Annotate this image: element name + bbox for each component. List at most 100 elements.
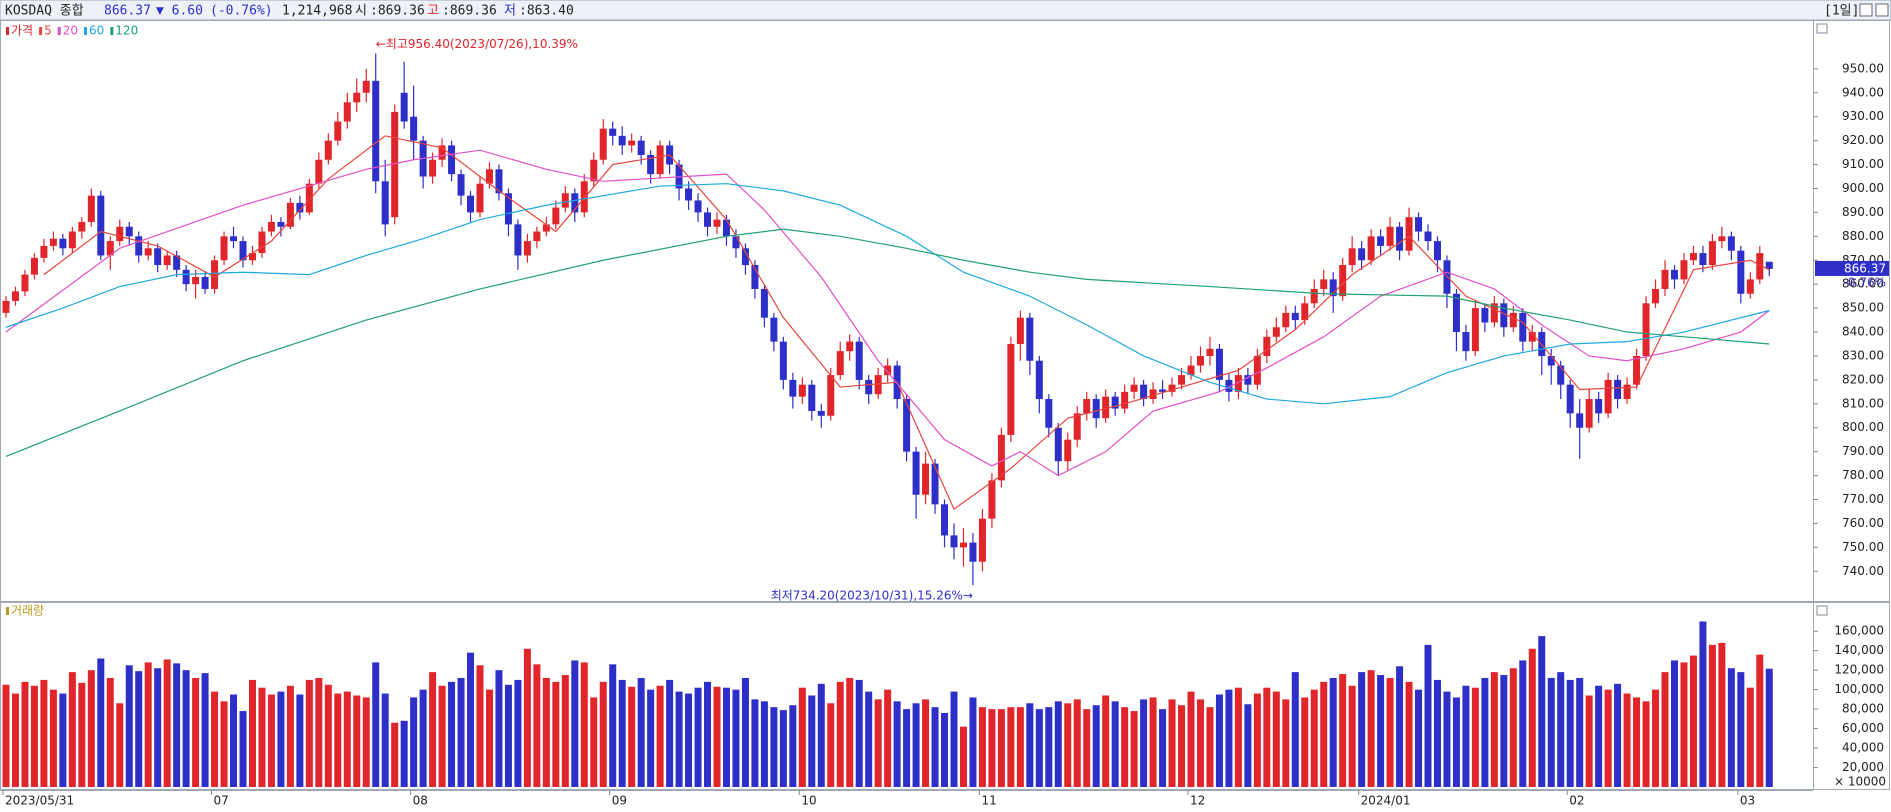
volume-bar (1035, 709, 1043, 787)
candle-body (561, 193, 569, 208)
volume-bar (599, 681, 607, 787)
candle-body (343, 102, 351, 122)
volume-bar (808, 695, 816, 787)
volume-bar (959, 726, 967, 787)
candle-body (1661, 269, 1669, 289)
volume-bar (1424, 644, 1432, 787)
legend-label: 가격 (11, 24, 33, 38)
candle-body (334, 121, 342, 141)
candle-body (903, 399, 911, 452)
x-tick-label: 10 (801, 794, 816, 808)
volume-bar (1727, 668, 1735, 787)
volume-bar (1026, 703, 1034, 787)
x-tick-label: 11 (981, 794, 996, 808)
open-label: 시 (355, 4, 367, 19)
candle-body (429, 159, 437, 177)
candle-body (571, 193, 579, 213)
candle-body (59, 238, 67, 249)
candle-body (533, 231, 541, 242)
candle-body (1500, 303, 1508, 328)
volume-bar (514, 679, 522, 787)
period[interactable]: [1일] (1824, 4, 1859, 19)
volume-bar (969, 697, 977, 787)
volume-bar (1253, 693, 1261, 787)
close-button[interactable] (1875, 3, 1889, 17)
candle-body (239, 241, 247, 261)
candle-body (1746, 279, 1754, 294)
volume-bar (1168, 699, 1176, 787)
volume-bar (1291, 672, 1299, 787)
volume-bar (1500, 675, 1508, 787)
candle-body (286, 202, 294, 227)
index-name: KOSDAQ 종합 (5, 4, 84, 19)
legend-swatch (6, 27, 9, 35)
volume-bar (68, 672, 76, 787)
volume-bar (2, 684, 10, 787)
legend-swatch (84, 27, 88, 35)
candle-body (1481, 308, 1489, 323)
candle-body (457, 174, 465, 196)
x-tick-label: 07 (214, 794, 229, 808)
volume-bar (912, 703, 920, 787)
y-tick-label: 100,000 (1834, 682, 1884, 696)
volume-bar (87, 670, 95, 787)
candle-body (1471, 308, 1479, 352)
moving-average-line (43, 135, 1770, 510)
volume-bar (476, 665, 484, 787)
volume-bar (1746, 687, 1754, 787)
volume-bar (163, 659, 171, 787)
candle-body (258, 231, 266, 254)
volume-bar (950, 691, 958, 787)
candle-body (988, 480, 996, 519)
candle-body (542, 224, 550, 232)
pane-button[interactable] (1816, 605, 1828, 616)
candle-body (552, 207, 560, 225)
volume-bar (988, 709, 996, 787)
volume-bar (391, 722, 399, 787)
volume-bar (1263, 687, 1271, 787)
candle-body (1310, 288, 1318, 304)
candle-body (874, 375, 882, 395)
candle-body (770, 317, 778, 342)
candle-body (704, 212, 712, 227)
candle-body (467, 195, 475, 213)
candle-body (618, 135, 626, 146)
candle-body (163, 255, 171, 266)
candle-body (1026, 317, 1034, 361)
y-tick-label: 930.00 (1842, 109, 1884, 123)
y-tick-label: 810.00 (1842, 396, 1884, 410)
candle-body (599, 128, 607, 160)
volume-bar (343, 691, 351, 787)
candle-body (846, 341, 854, 352)
volume-bar (722, 687, 730, 787)
volume-bar (846, 677, 854, 787)
candle-body (1178, 375, 1186, 385)
volume-bar (448, 681, 456, 787)
volume-bar (1576, 677, 1584, 787)
candle-body (760, 288, 768, 318)
candle-body (1140, 384, 1148, 400)
low-label: 저 (504, 4, 516, 19)
volume-bar (334, 693, 342, 787)
pane-button[interactable] (1816, 23, 1828, 34)
candle-body (1557, 365, 1565, 385)
volume-bar (1415, 689, 1423, 787)
volume-bar (571, 660, 579, 787)
candle-body (1737, 250, 1745, 294)
volume-bar (467, 652, 475, 787)
volume-bar (1718, 642, 1726, 787)
candle-body (694, 200, 702, 213)
candle-body (438, 145, 446, 160)
candle-body (656, 145, 664, 175)
volume-bar (590, 697, 598, 787)
candle-body (1765, 261, 1773, 269)
candle-body (11, 291, 19, 301)
y-tick-label: 740.00 (1842, 564, 1884, 578)
volume-bar (666, 679, 674, 787)
candle-body (106, 241, 114, 256)
unit-label: × 10000 (1834, 775, 1886, 789)
volume-bar (362, 697, 370, 787)
volume-bar (874, 699, 882, 787)
minimize-button[interactable] (1859, 3, 1873, 17)
candle-body (1291, 312, 1299, 321)
